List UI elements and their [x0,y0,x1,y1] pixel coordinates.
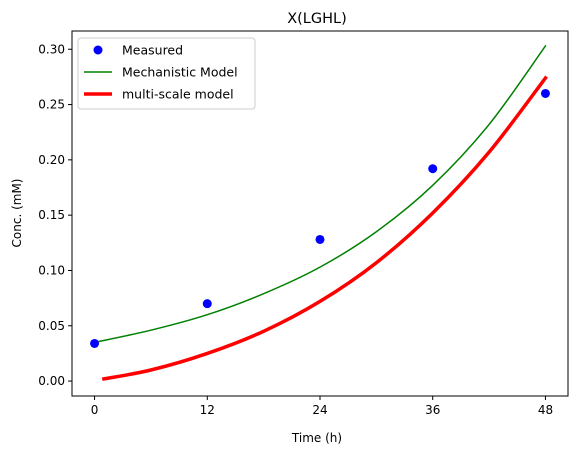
series-line-multi-scale-model [101,75,548,381]
x-tick-label: 0 [91,403,99,417]
legend: Measured Mechanistic Model multi-scale mod… [77,37,256,110]
legend-box [77,37,256,110]
data-point-measured [90,338,100,348]
legend-label: multi-scale model [122,87,234,102]
data-point-measured [315,234,325,244]
data-point-measured [202,299,212,309]
y-tick-label: 0.30 [38,42,65,56]
y-axis-label: Conc. (mM) [10,179,24,248]
x-tick-label: 36 [425,403,440,417]
y-tick-label: 0.20 [38,153,65,167]
data-point-measured [428,164,438,174]
x-axis-label: Time (h) [291,431,342,445]
legend-marker [93,45,103,55]
y-tick-label: 0.15 [38,208,65,222]
chart-title: X(LGHL) [287,11,347,27]
y-tick-label: 0.10 [38,263,65,277]
y-tick-label: 0.25 [38,98,65,112]
series-line-mechanistic-model [93,44,547,344]
legend-label: Mechanistic Model [122,65,238,80]
x-tick-label: 48 [538,403,553,417]
y-tick-label: 0.00 [38,374,65,388]
y-axis: 0.00 0.05 0.10 0.15 0.20 0.25 0.30 [38,42,72,388]
legend-label: Measured [122,43,183,58]
data-point-measured [540,88,550,98]
series-layer [90,44,550,381]
x-tick-label: 24 [312,403,327,417]
x-tick-label: 12 [200,403,215,417]
x-axis: 0 12 24 36 48 [91,396,553,417]
y-tick-label: 0.05 [38,319,65,333]
